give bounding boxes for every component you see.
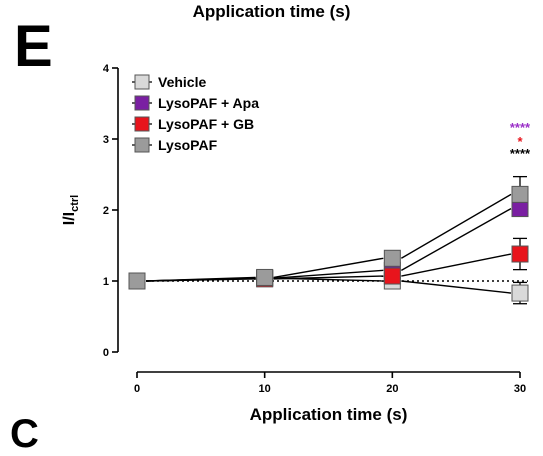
legend: Vehicle LysoPAF + Apa LysoPAF + GB LysoPAF — [132, 74, 259, 153]
legend-label: LysoPAF + GB — [158, 116, 254, 132]
data-point-lysopaf-gb — [383, 267, 401, 285]
x-axis-label: Application time (s) — [250, 405, 408, 424]
top-title: Application time (s) — [192, 2, 351, 21]
data-points — [128, 185, 529, 302]
series-line-segment — [273, 275, 384, 280]
data-point-vehicle — [511, 284, 529, 302]
significance-marker: **** — [510, 120, 531, 135]
series-line-segment — [145, 276, 256, 282]
y-axis-label-main: I/I — [61, 212, 78, 225]
panel-letter: E — [14, 14, 53, 79]
series-line-segment — [273, 257, 384, 279]
y-axis-label-subscript: ctrl — [69, 195, 81, 212]
data-point-lysopaf — [383, 249, 401, 267]
data-point-lysopaf-apa — [511, 200, 529, 218]
x-tick-label: 10 — [259, 383, 271, 395]
legend-swatch — [134, 95, 150, 111]
x-tick-label: 20 — [386, 383, 398, 395]
significance-annotations: ********* — [510, 120, 531, 161]
series-line-segment — [273, 269, 384, 279]
legend-swatch — [134, 137, 150, 153]
data-point-lysopaf-gb — [511, 245, 529, 263]
axes: 0 1 2 3 4 0 10 20 30 — [103, 63, 526, 395]
x-tick-label: 30 — [514, 383, 526, 395]
y-tick-label: 1 — [103, 276, 109, 288]
significance-marker: **** — [510, 146, 531, 161]
significance-marker: * — [517, 134, 523, 149]
data-point-lysopaf — [128, 272, 146, 290]
legend-swatch — [134, 116, 150, 132]
series-lines — [145, 193, 512, 294]
x-tick-label: 0 — [134, 383, 140, 395]
series-line-segment — [401, 280, 512, 294]
data-point-lysopaf — [256, 268, 274, 286]
legend-label: Vehicle — [158, 74, 206, 90]
y-axis-label: I/Ictrl — [61, 195, 81, 225]
legend-label: LysoPAF — [158, 137, 218, 153]
legend-swatch — [134, 74, 150, 90]
series-line-segment — [400, 207, 512, 271]
series-line-segment — [400, 193, 512, 259]
y-tick-label: 4 — [103, 63, 110, 75]
y-tick-label: 2 — [103, 205, 109, 217]
legend-label: LysoPAF + Apa — [158, 95, 259, 111]
series-line-segment — [401, 253, 512, 277]
y-tick-label: 0 — [103, 347, 109, 359]
data-point-lysopaf — [511, 185, 529, 203]
y-tick-label: 3 — [103, 134, 109, 146]
